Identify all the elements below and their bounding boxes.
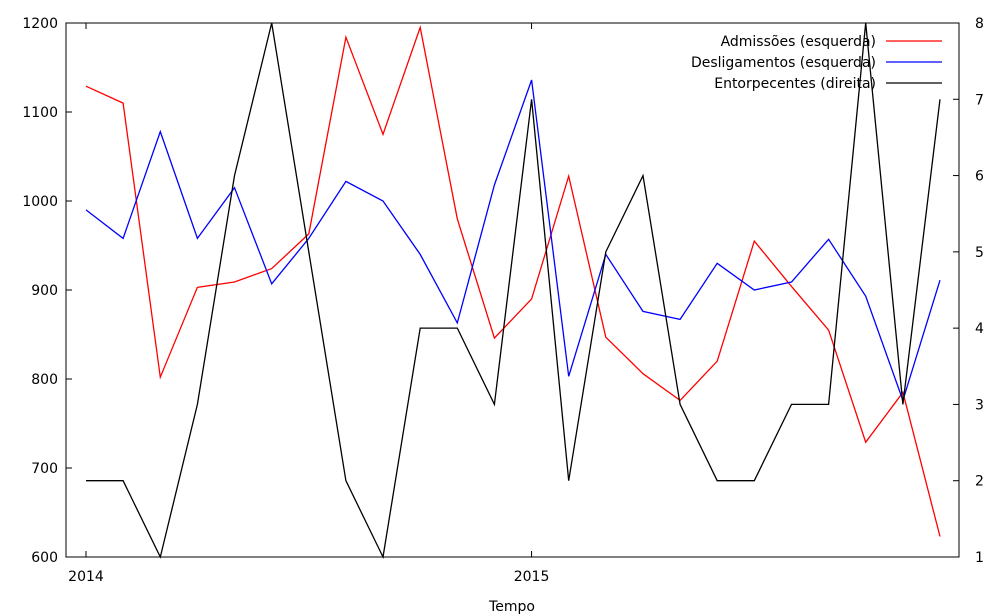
y-left-tick-label: 1000 — [22, 194, 58, 210]
legend: Admissões (esquerda) Desligamentos (esque… — [691, 34, 942, 92]
y-left-tick-label: 800 — [31, 372, 58, 388]
y-left-tick-label: 600 — [31, 550, 58, 566]
y-right-tick-label: 1 — [975, 550, 984, 566]
y-right-tick-label: 6 — [975, 169, 984, 185]
y-right-tick-label: 3 — [975, 397, 984, 413]
x-tick-label: 2014 — [68, 569, 104, 585]
y-left-tick-label: 1100 — [22, 105, 58, 121]
x-axis-title: Tempo — [488, 599, 535, 614]
legend-label: Entorpecentes (direita) — [714, 76, 876, 92]
x-tick-label: 2015 — [514, 569, 550, 585]
series-layer — [85, 22, 941, 560]
plot-frame — [65, 22, 960, 558]
ticks-layer: 600 700 800 900 1000 1100 1200 1 2 3 4 5 6 7 8 2014 2015 — [22, 16, 984, 585]
y-left-tick-label: 900 — [31, 283, 58, 299]
y-left-tick-label: 700 — [31, 461, 58, 477]
legend-label: Admissões (esquerda) — [721, 34, 876, 50]
y-right-tick-label: 5 — [975, 245, 984, 261]
y-left-tick-label: 1200 — [22, 16, 58, 32]
y-right-tick-label: 8 — [975, 16, 984, 32]
series-line-admissoes — [85, 24, 941, 537]
y-right-tick-label: 7 — [975, 92, 984, 108]
y-right-tick-label: 2 — [975, 474, 984, 490]
series-line-entorpecentes — [86, 22, 941, 560]
series-line-desligamentos — [85, 79, 941, 403]
legend-label: Desligamentos (esquerda) — [691, 55, 876, 71]
y-right-tick-label: 4 — [975, 321, 984, 337]
